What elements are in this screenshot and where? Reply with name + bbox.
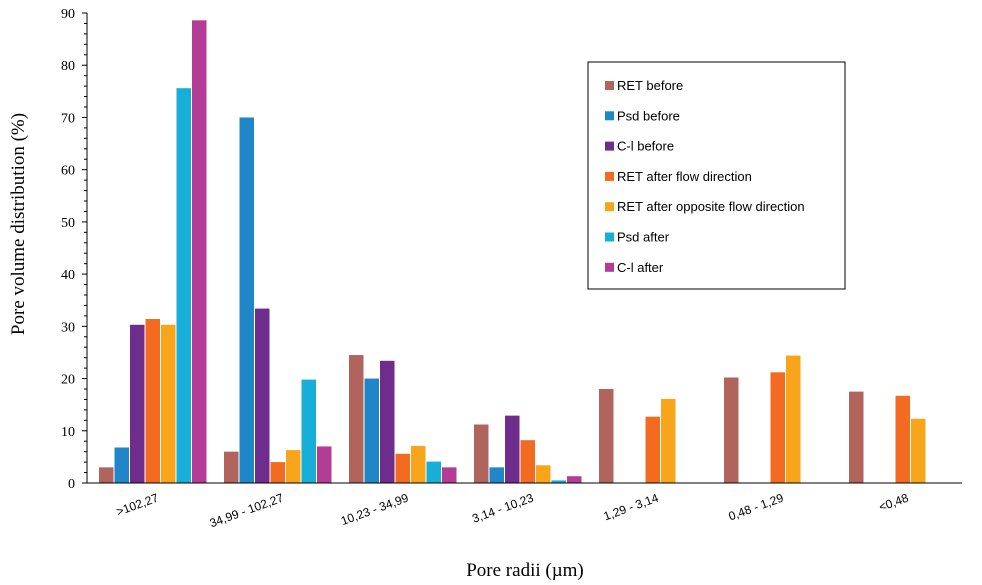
bar-2-1: [114, 447, 129, 483]
bar-1-3: [349, 355, 364, 483]
bar-2-4: [489, 467, 504, 483]
y-tick-label: 70: [61, 111, 75, 126]
x-tick-label: 10,23 - 34,99: [339, 491, 411, 528]
bar-4-5: [645, 416, 660, 483]
legend-swatch: [605, 141, 614, 151]
x-axis-ticks: >102,27 34,99 - 102,27 10,23 - 34,99 3,14 -…: [114, 491, 910, 531]
x-tick-label: 0,48 - 1,29: [727, 491, 786, 524]
x-axis-title: Pore radii (µm): [466, 560, 584, 581]
legend-label: RET before: [617, 78, 683, 93]
x-tick-label: <0,48: [877, 491, 911, 515]
bar-7-4: [567, 476, 582, 483]
y-tick-label: 0: [68, 477, 75, 492]
bar-6-2: [301, 379, 316, 483]
legend-swatch: [605, 171, 614, 181]
legend-label: C-l after: [617, 260, 664, 275]
legend: RET before Psd before C-l before RET after …: [587, 61, 846, 290]
legend-swatch: [605, 262, 614, 272]
bar-4-6: [770, 372, 785, 483]
bar-5-1: [161, 324, 176, 483]
legend-swatch: [605, 232, 614, 242]
bar-4-7: [895, 395, 910, 483]
bar-3-2: [255, 308, 270, 483]
y-tick-label: 40: [61, 268, 75, 283]
bar-6-1: [176, 88, 191, 483]
bar-5-4: [536, 465, 551, 483]
bar-5-7: [911, 418, 926, 483]
legend-label: Psd before: [617, 108, 680, 123]
y-tick-label: 50: [61, 216, 75, 231]
bar-5-5: [661, 398, 676, 483]
legend-label: RET after flow direction: [617, 169, 752, 184]
x-tick-label: >102,27: [114, 491, 160, 519]
bar-1-6: [724, 377, 739, 483]
bar-4-1: [145, 319, 160, 483]
bar-2-2: [239, 117, 254, 483]
bars-layer: [99, 20, 926, 484]
bar-1-4: [474, 424, 489, 483]
bar-5-3: [411, 445, 426, 483]
x-tick-label: 1,29 - 3,14: [602, 491, 661, 524]
y-tick-label: 90: [61, 7, 75, 22]
legend-swatch: [605, 111, 614, 121]
y-tick-label: 60: [61, 164, 75, 179]
bar-4-2: [270, 462, 285, 483]
bar-7-2: [317, 446, 332, 483]
x-tick-label: 3,14 - 10,23: [470, 491, 535, 526]
y-axis-ticks: 0 10 20 30 40 50 60 70 80 90: [61, 7, 87, 492]
plot-area: 0 10 20 30 40 50 60 70 80 90 >102,27 34,99 - 102,2…: [61, 7, 962, 530]
y-tick-label: 20: [61, 373, 75, 388]
legend-label: Psd after: [617, 230, 670, 245]
x-tick-label: 34,99 - 102,27: [208, 491, 286, 531]
bar-2-3: [364, 378, 379, 483]
y-tick-label: 80: [61, 59, 75, 74]
legend-box: [587, 61, 846, 290]
bar-1-5: [599, 389, 614, 483]
legend-swatch: [605, 202, 614, 212]
y-axis-title: Pore volume distribution (%): [8, 113, 29, 335]
bar-4-3: [395, 453, 410, 483]
legend-swatch: [605, 81, 614, 90]
bar-4-4: [520, 440, 535, 483]
bar-1-7: [849, 391, 864, 483]
bar-5-6: [786, 355, 801, 483]
bar-7-3: [442, 467, 457, 483]
bar-6-4: [551, 480, 566, 483]
bar-7-1: [192, 20, 207, 484]
legend-items: RET before Psd before C-l before RET after …: [605, 78, 805, 275]
bar-3-1: [130, 324, 145, 483]
bar-1-1: [99, 467, 114, 483]
y-tick-label: 10: [61, 425, 75, 440]
bar-6-3: [426, 461, 441, 483]
y-tick-label: 30: [61, 320, 75, 335]
bar-1-2: [224, 451, 239, 483]
legend-label: RET after opposite flow direction: [617, 199, 805, 214]
bar-3-4: [505, 415, 520, 483]
bar-3-3: [380, 360, 395, 483]
bar-5-2: [286, 450, 301, 483]
legend-label: C-l before: [617, 139, 674, 154]
